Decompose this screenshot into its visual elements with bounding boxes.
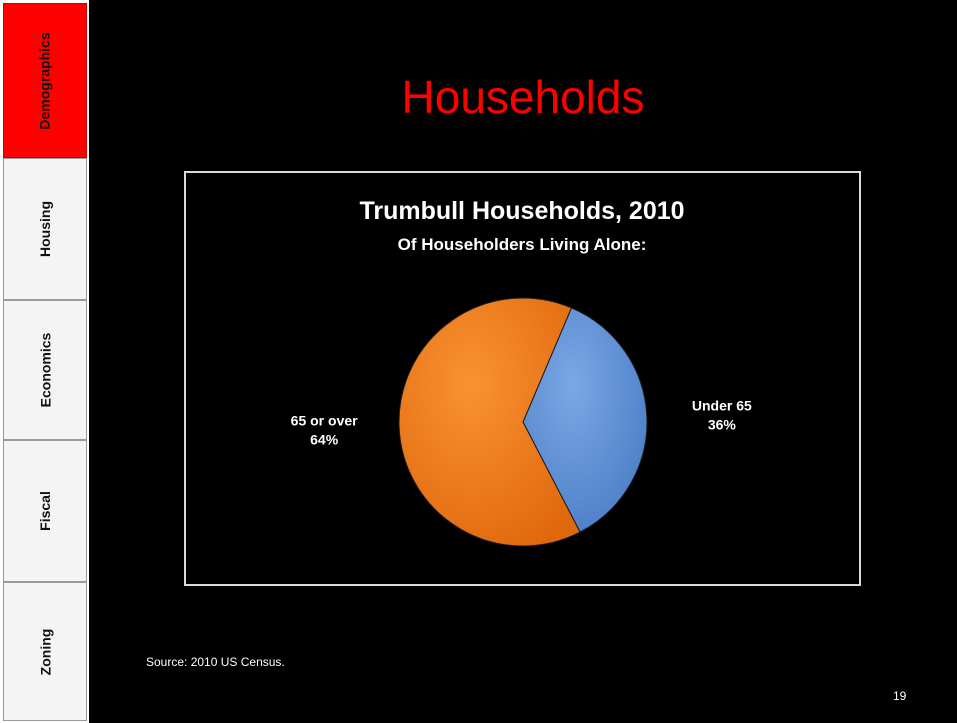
tab-demographics[interactable]: Demographics <box>3 3 87 158</box>
tab-zoning[interactable]: Zoning <box>3 582 87 721</box>
pie-slice-labels: Under 65 36% 65 or over 64% <box>291 397 752 447</box>
tab-housing-label: Housing <box>37 201 53 257</box>
tab-fiscal[interactable]: Fiscal <box>3 440 87 582</box>
chart-title: Trumbull Households, 2010 <box>359 197 684 225</box>
tab-economics-label: Economics <box>36 332 53 408</box>
slide-content: Households Trumbull Households, 2010 Of … <box>89 0 957 723</box>
tab-zoning-label: Zoning <box>37 628 53 675</box>
tab-housing[interactable]: Housing <box>3 158 87 300</box>
chart-frame: Trumbull Households, 2010 Of Householder… <box>184 171 861 586</box>
slice-value-label: 64% <box>310 432 339 448</box>
slice-label: 65 or over <box>291 413 358 429</box>
source-note: Source: 2010 US Census. <box>146 655 285 669</box>
section-sidebar: Demographics Housing Economics Fiscal Zo… <box>3 3 89 721</box>
tab-economics[interactable]: Economics <box>3 300 87 440</box>
tab-fiscal-label: Fiscal <box>36 491 53 531</box>
pie-slice-65-or-over <box>398 297 581 547</box>
pie-slices <box>398 297 648 547</box>
tab-demographics-label: Demographics <box>37 31 53 130</box>
pie-chart: Trumbull Households, 2010 Of Householder… <box>291 197 752 547</box>
pie-slice-under-65 <box>522 307 648 533</box>
slide-title: Households <box>401 71 645 123</box>
slice-label: Under 65 <box>692 397 752 413</box>
page-number: 19 <box>893 689 907 703</box>
slice-value-label: 36% <box>708 416 737 432</box>
chart-subtitle: Of Householders Living Alone: <box>398 235 647 254</box>
